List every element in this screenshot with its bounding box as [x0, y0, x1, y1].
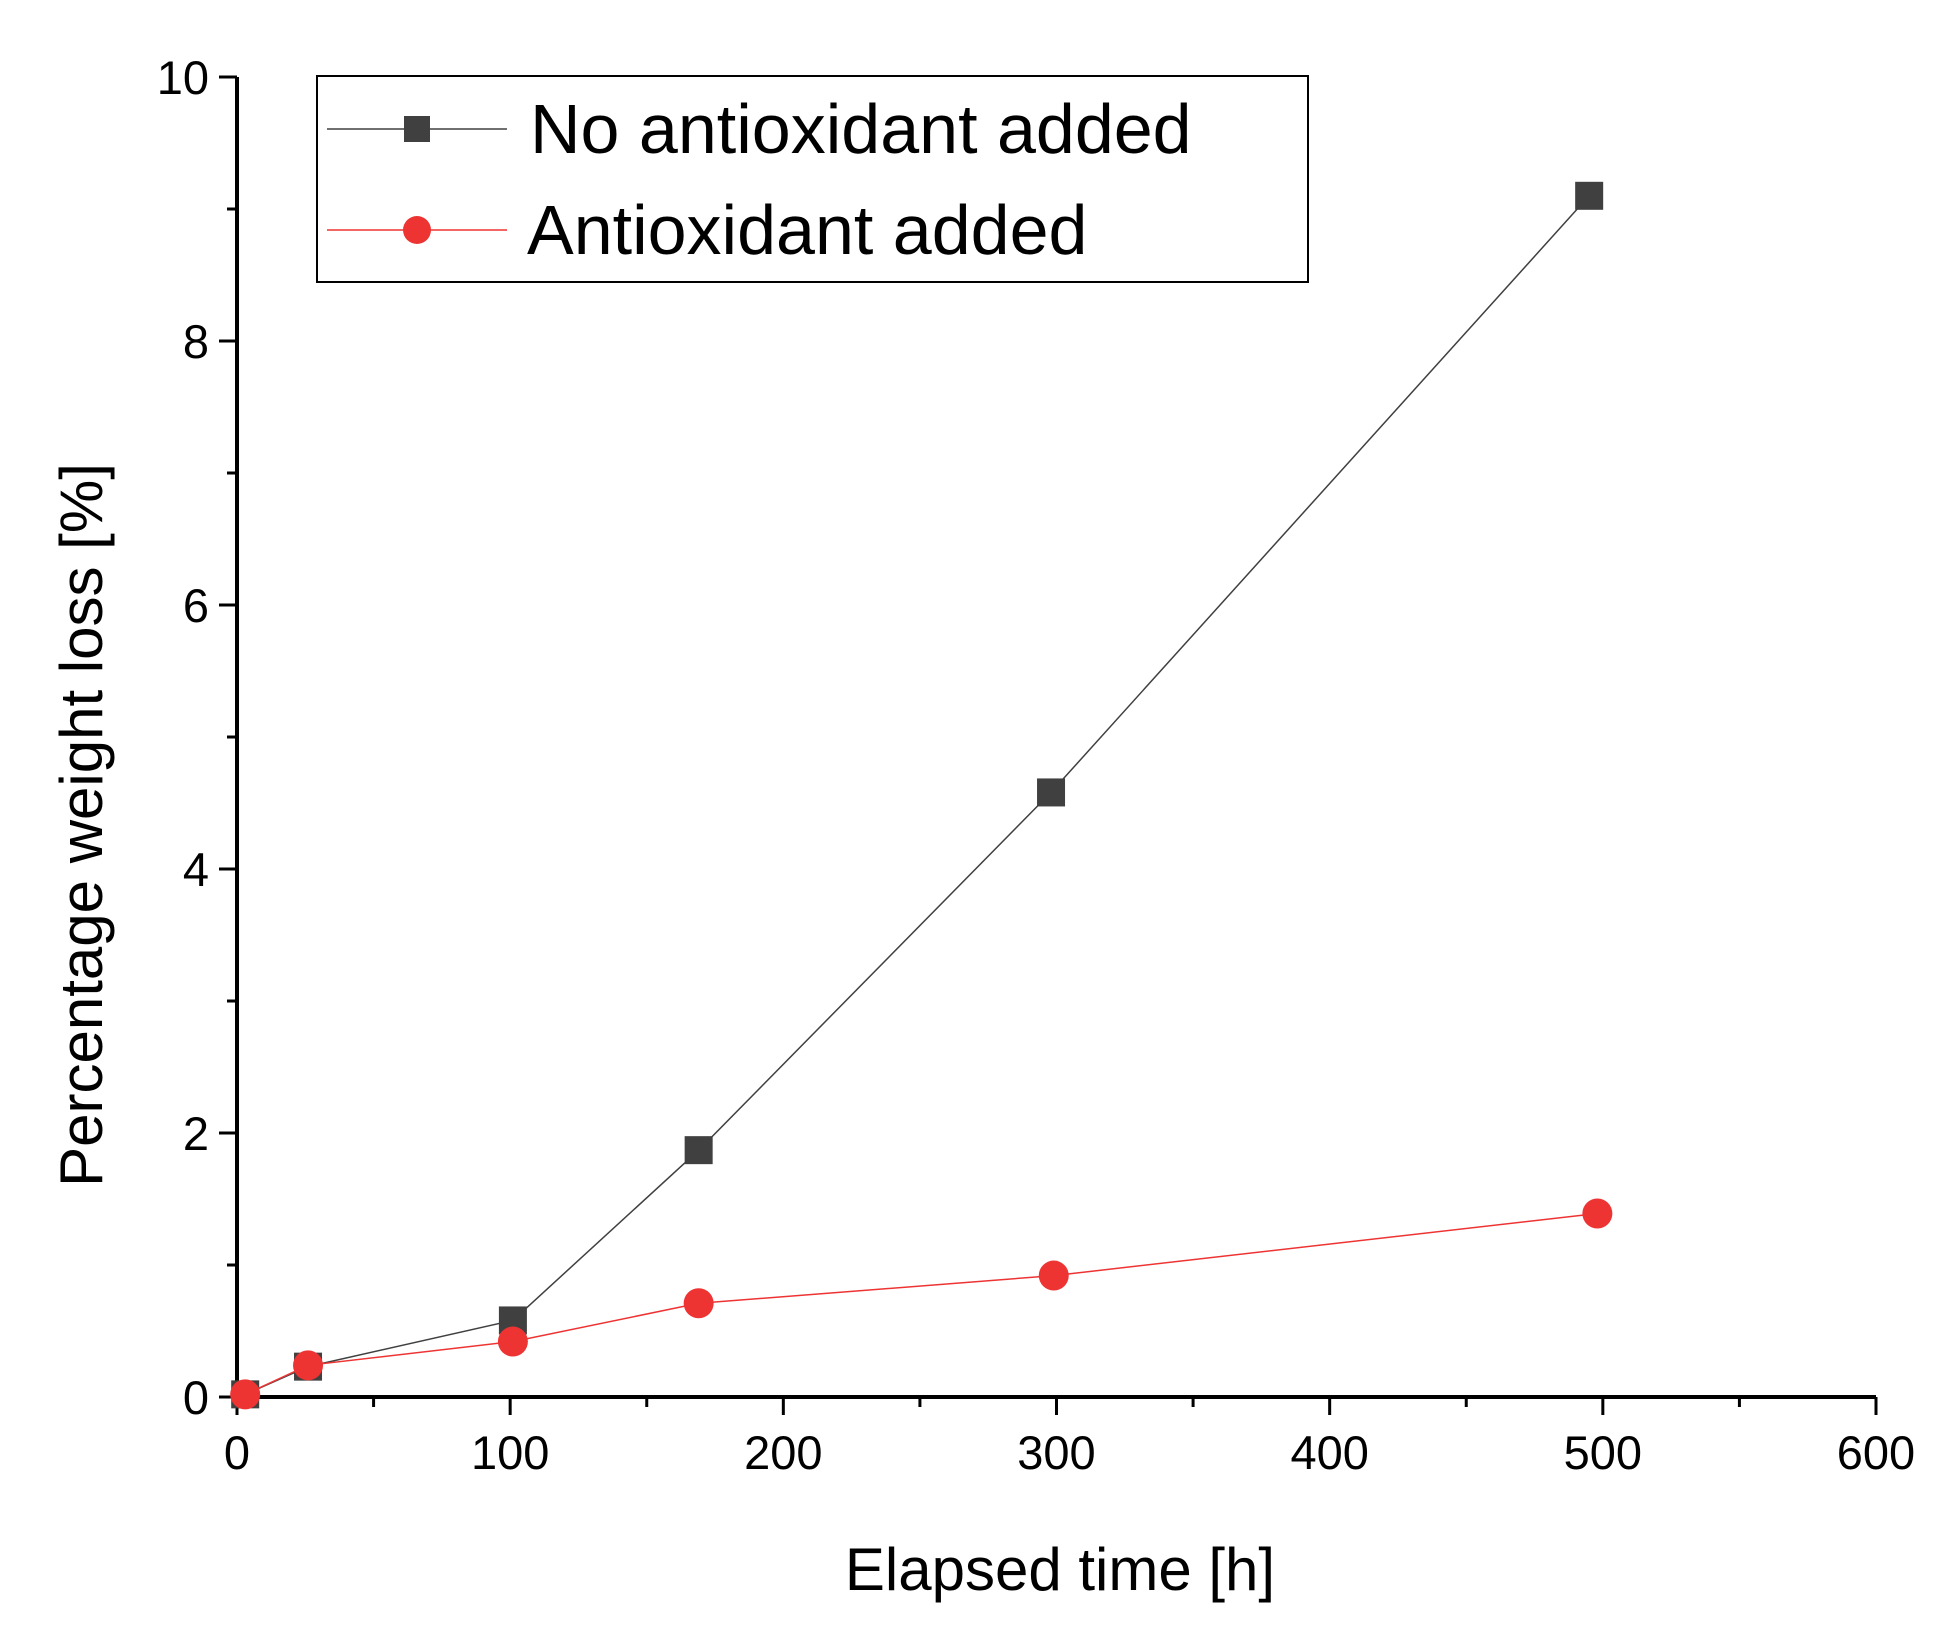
series-no-antioxidant [231, 181, 1604, 1409]
data-point-square [684, 1136, 713, 1165]
data-point-circle [230, 1379, 261, 1410]
legend-label-no-antioxidant: No antioxidant added [530, 90, 1192, 168]
series-antioxidant [230, 1198, 1613, 1410]
y-tick-label: 10 [157, 51, 209, 104]
x-tick-label: 200 [744, 1426, 822, 1479]
y-tick-label: 0 [183, 1371, 209, 1424]
y-tick-label: 2 [183, 1107, 209, 1160]
legend-label-antioxidant: Antioxidant added [527, 191, 1087, 269]
axes: 0 100 200 300 400 500 600 0 2 4 6 8 10 [157, 51, 1915, 1479]
x-axis-label: Elapsed time [h] [845, 1536, 1275, 1603]
data-point-circle [683, 1288, 714, 1319]
data-point-square [1037, 778, 1066, 807]
y-tick-label: 6 [183, 579, 209, 632]
x-tick-label: 500 [1564, 1426, 1642, 1479]
y-tick-label: 8 [183, 315, 209, 368]
data-point-circle [1038, 1260, 1069, 1291]
legend-box [316, 75, 1309, 283]
series-layer [230, 181, 1613, 1410]
legend-marker-circle [403, 216, 431, 244]
series-line [244, 1212, 1598, 1396]
x-tick-label: 0 [224, 1426, 250, 1479]
x-tick-label: 100 [471, 1426, 549, 1479]
series-line [244, 195, 1590, 1396]
x-tick-label: 400 [1290, 1426, 1368, 1479]
data-point-square [1575, 181, 1604, 210]
data-point-circle [293, 1350, 324, 1381]
data-point-circle [1582, 1198, 1613, 1229]
legend-marker-square [404, 116, 430, 142]
x-tick-label: 300 [1017, 1426, 1095, 1479]
y-axis-label: Percentage weight loss [%] [48, 463, 115, 1187]
y-tick-label: 4 [183, 843, 209, 896]
data-point-circle [497, 1326, 528, 1357]
legend: No antioxidant added Antioxidant added [316, 75, 1309, 283]
x-tick-label: 600 [1837, 1426, 1915, 1479]
